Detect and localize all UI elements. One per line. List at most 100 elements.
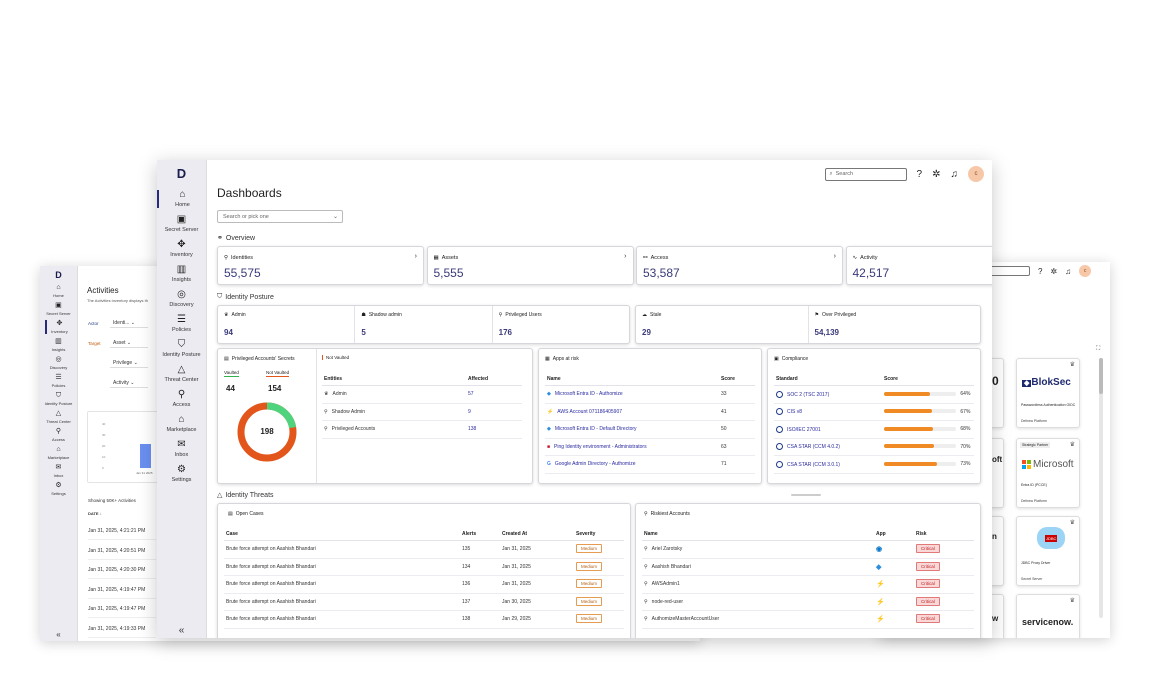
affected-count[interactable]: 9 (466, 403, 522, 421)
sidebar-item-inbox[interactable]: ✉ Inbox (175, 440, 188, 459)
sidebar-item-policies[interactable]: ☰ Policies (172, 315, 191, 334)
table-row[interactable]: ■ Ping Identity environment - Administrat… (545, 438, 755, 456)
account-name[interactable]: node-red-user (651, 598, 684, 605)
avatar[interactable]: c (1079, 265, 1092, 277)
scrollbar[interactable] (1099, 358, 1103, 618)
sidebar-item-access[interactable]: ⚲ Access (173, 390, 191, 409)
sidebar-item-insights[interactable]: ▥ Insights (45, 338, 73, 352)
app-name[interactable]: Microsoft Entra ID - Authomize (554, 391, 623, 398)
table-row[interactable]: Brute force attempt on Aashish Bhandari … (224, 575, 624, 594)
case-name[interactable]: Brute force attempt on Aashish Bhandari (224, 610, 460, 629)
filter-select[interactable]: Activity ⌄ (110, 379, 148, 388)
sidebar-item-marketplace[interactable]: ⌂ Marketplace (45, 446, 73, 460)
marketplace-tile[interactable]: ♛ Strategic Partner Microsoft Entra ID (… (1016, 438, 1080, 508)
filter-select[interactable]: Privilege ⌄ (110, 359, 148, 368)
avatar[interactable]: c (968, 166, 984, 182)
affected-count[interactable]: 138 (466, 420, 522, 439)
date-header[interactable]: DATE ↓ (88, 511, 102, 516)
table-row[interactable]: ⚲ Privileged Accounts 138 (322, 420, 522, 439)
table-row[interactable]: Brute force attempt on Aashish Bhandari … (224, 593, 624, 611)
table-row[interactable]: ◆ Microsoft Entra ID - Default Directory … (545, 420, 755, 439)
sidebar-item-inbox[interactable]: ✉ Inbox (45, 464, 73, 478)
sidebar-item-access[interactable]: ⚲ Access (45, 428, 73, 442)
chevron-right-icon[interactable]: › (414, 253, 417, 260)
posture-stale[interactable]: ☁ Stale 29 (636, 306, 809, 343)
posture-admin[interactable]: ♛ Admin 94 (218, 306, 356, 343)
case-name[interactable]: Brute force attempt on Aashish Bhandari (224, 558, 460, 576)
table-row[interactable]: G Google Admin Directory - Authomize 71 (545, 455, 755, 474)
sidebar-item-secret-server[interactable]: ▣ Secret Server (165, 215, 199, 234)
not-vaulted-tab[interactable]: Not Vaulted (322, 355, 349, 360)
table-row[interactable]: Brute force attempt on Aashish Bhandari … (224, 558, 624, 576)
table-row[interactable]: ⚲ node-red-user ⚡ Critical (642, 593, 974, 611)
chevron-right-icon[interactable]: › (833, 253, 836, 260)
table-row[interactable]: Jan 31, 2025, 4:19:33 PM (88, 626, 156, 638)
chevron-right-icon[interactable]: › (624, 253, 627, 260)
sidebar-item-inventory[interactable]: ✥ Inventory (44, 320, 73, 334)
sidebar-item-threat-center[interactable]: △ Threat Center (45, 410, 73, 424)
overview-card-access[interactable]: ⚯ Access 53,587 › (636, 246, 843, 285)
sidebar-item-discovery[interactable]: ◎ Discovery (45, 356, 73, 370)
account-name[interactable]: AuthomizeMasterAccountUser (651, 616, 720, 623)
bell-icon[interactable]: ♫ (1065, 266, 1072, 276)
collapse-icon[interactable]: « (56, 630, 61, 639)
table-row[interactable]: ◆ Microsoft Entra ID - Authomize 33 (545, 385, 755, 404)
table-row[interactable]: CSA STAR (CCM 4.0.2) 70% (774, 438, 974, 456)
table-row[interactable]: Brute force attempt on Aashish Bhandari … (224, 610, 624, 629)
table-row[interactable]: ⚲ AWSAdmin1 ⚡ Critical (642, 575, 974, 594)
dashboard-picker[interactable]: Search or pick one ⌄ (217, 210, 343, 223)
table-row[interactable]: CIS v8 67% (774, 403, 974, 421)
sidebar-item-insights[interactable]: ▥ Insights (172, 265, 191, 284)
table-row[interactable]: ISO/IEC 27001 68% (774, 420, 974, 439)
chart-bar[interactable] (140, 444, 151, 468)
table-row[interactable]: Jan 31, 2025, 4:19:47 PM (88, 587, 156, 599)
posture-over-privileged[interactable]: ⚑ Over Privileged 54,139 (809, 306, 981, 343)
search-input[interactable]: ⌕ Search (824, 167, 907, 181)
app-name[interactable]: Google Admin Directory - Authomize (554, 461, 636, 468)
drag-handle[interactable] (791, 494, 821, 496)
bell-icon[interactable]: ♫ (950, 168, 959, 180)
standard-name[interactable]: CSA STAR (CCM 4.0.2) (787, 444, 840, 451)
table-row[interactable]: ⚲ Aashish Bhandari ◆ Critical (642, 558, 974, 576)
table-row[interactable]: ⚡ AWS Account 071186405907 41 (545, 403, 755, 421)
collapse-sidebar-icon[interactable]: « (178, 625, 185, 636)
app-name[interactable]: Ping Identity environment - Administrato… (554, 443, 647, 450)
posture-shadow-admin[interactable]: ☗ Shadow admin 5 (355, 306, 493, 343)
app-name[interactable]: Microsoft Entra ID - Default Directory (554, 426, 637, 433)
expand-icon[interactable]: ⛶ (1096, 346, 1101, 352)
table-row[interactable]: SOC 2 (TSC 2017) 64% (774, 385, 974, 404)
sidebar-item-home[interactable]: ⌂ Home (157, 190, 206, 208)
standard-name[interactable]: CSA STAR (CCM 3.0.1) (787, 461, 840, 468)
marketplace-tile[interactable]: ♛ JDBC JDBC Proxy Driver Secret Server (1016, 516, 1080, 586)
sidebar-item-inventory[interactable]: ✥ Inventory (170, 240, 193, 259)
overview-card-identities[interactable]: ⚲ Identities 55,575 › (217, 246, 424, 285)
overview-card-assets[interactable]: ▦ Assets 5,555 › (426, 246, 634, 285)
sidebar-item-home[interactable]: ⌂ Home (45, 284, 73, 298)
sidebar-item-secret-server[interactable]: ▣ Secret Server (45, 302, 73, 316)
sidebar-item-discovery[interactable]: ◎ Discovery (169, 290, 193, 309)
case-name[interactable]: Brute force attempt on Aashish Bhandari (224, 575, 460, 594)
standard-name[interactable]: ISO/IEC 27001 (787, 426, 821, 433)
posture-privileged-users[interactable]: ⚲ Privileged Users 176 (493, 306, 629, 343)
table-row[interactable]: Brute force attempt on Aashish Bhandari … (224, 540, 624, 559)
sidebar-item-identity-posture[interactable]: ⛉ Identity Posture (45, 392, 73, 406)
sparkle-icon[interactable]: ✲ (932, 168, 941, 180)
table-row[interactable]: ⚲ Ariel Zarotsky ◉ Critical (642, 540, 974, 559)
logo[interactable]: D (176, 166, 187, 181)
table-row[interactable]: Jan 31, 2025, 4:20:51 PM (88, 548, 156, 560)
sidebar-item-identity-posture[interactable]: ⛉ Identity Posture (162, 340, 200, 359)
table-row[interactable]: Jan 31, 2025, 4:20:30 PM (88, 567, 156, 579)
table-row[interactable]: ♛ Admin 57 (322, 385, 522, 404)
account-name[interactable]: Aashish Bhandari (651, 563, 691, 570)
search-input[interactable] (988, 266, 1030, 276)
table-row[interactable]: CSA STAR (CCM 3.0.1) 73% (774, 455, 974, 474)
table-row[interactable]: ⚲ AuthomizeMasterAccountUser ⚡ Critical (642, 610, 974, 629)
sidebar-item-marketplace[interactable]: ⌂ Marketplace (167, 415, 197, 434)
case-name[interactable]: Brute force attempt on Aashish Bhandari (224, 540, 460, 559)
standard-name[interactable]: SOC 2 (TSC 2017) (787, 391, 830, 398)
table-row[interactable]: ⚲ Shadow Admin 9 (322, 403, 522, 421)
marketplace-tile[interactable]: ♛ ◆ BlokSec Passwordless Authentication O… (1016, 358, 1080, 428)
account-name[interactable]: AWSAdmin1 (651, 581, 680, 588)
sidebar-item-settings[interactable]: ⚙ Settings (45, 482, 73, 496)
filter-select[interactable]: Identi... ⌄ (110, 319, 148, 328)
